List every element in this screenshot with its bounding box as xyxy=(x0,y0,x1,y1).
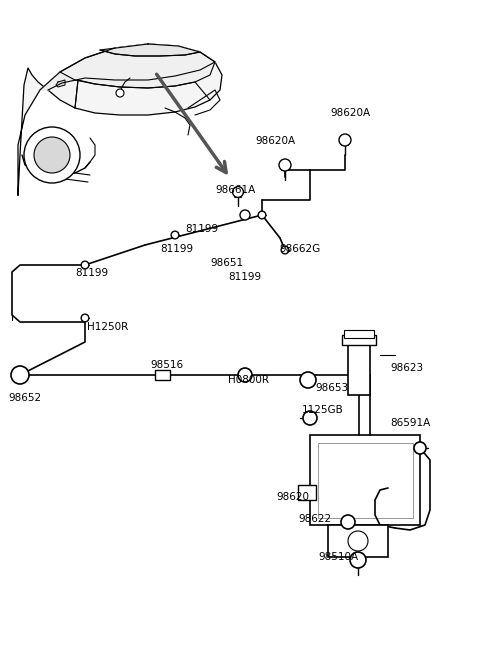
Circle shape xyxy=(11,366,29,384)
Circle shape xyxy=(238,368,252,382)
Circle shape xyxy=(348,531,368,551)
Text: H0800R: H0800R xyxy=(228,375,269,385)
Text: 98651: 98651 xyxy=(210,258,243,268)
Bar xyxy=(342,335,376,345)
Circle shape xyxy=(339,134,351,146)
Circle shape xyxy=(116,89,124,97)
Text: H1250R: H1250R xyxy=(87,322,128,332)
Text: 86591A: 86591A xyxy=(390,418,430,428)
Text: 81199: 81199 xyxy=(75,268,108,278)
Circle shape xyxy=(81,314,89,322)
Circle shape xyxy=(171,231,179,239)
Text: 98653: 98653 xyxy=(315,383,348,393)
Polygon shape xyxy=(18,44,222,195)
Polygon shape xyxy=(100,44,200,56)
Polygon shape xyxy=(56,80,65,87)
Text: 98661A: 98661A xyxy=(215,185,255,195)
Circle shape xyxy=(281,246,289,254)
Circle shape xyxy=(24,127,80,183)
Text: 98620A: 98620A xyxy=(255,136,295,146)
Text: 98662G: 98662G xyxy=(279,244,320,254)
Circle shape xyxy=(279,159,291,171)
Bar xyxy=(155,370,170,380)
Bar xyxy=(310,435,420,525)
Circle shape xyxy=(414,442,426,454)
Text: 98623: 98623 xyxy=(390,363,423,373)
Text: 98516: 98516 xyxy=(150,360,183,370)
Polygon shape xyxy=(40,44,215,90)
Text: 98620: 98620 xyxy=(276,492,309,502)
Bar xyxy=(328,525,388,557)
Circle shape xyxy=(300,372,316,388)
Bar xyxy=(348,340,370,395)
Text: 81199: 81199 xyxy=(228,272,261,282)
Circle shape xyxy=(81,261,89,269)
Text: 98622: 98622 xyxy=(298,514,331,524)
Bar xyxy=(298,485,316,500)
Circle shape xyxy=(303,411,317,425)
Text: 98510A: 98510A xyxy=(318,552,358,562)
Text: 81199: 81199 xyxy=(160,244,193,254)
Circle shape xyxy=(34,137,70,173)
Polygon shape xyxy=(60,48,215,88)
Bar xyxy=(344,330,374,338)
Circle shape xyxy=(258,211,266,219)
Circle shape xyxy=(341,515,355,529)
Text: 98652: 98652 xyxy=(8,393,41,403)
Circle shape xyxy=(240,210,250,220)
Bar xyxy=(318,443,413,518)
Text: 98620A: 98620A xyxy=(330,108,370,118)
Circle shape xyxy=(350,552,366,568)
Circle shape xyxy=(233,187,243,197)
Text: 81199: 81199 xyxy=(185,224,218,234)
Text: 1125GB: 1125GB xyxy=(302,405,344,415)
